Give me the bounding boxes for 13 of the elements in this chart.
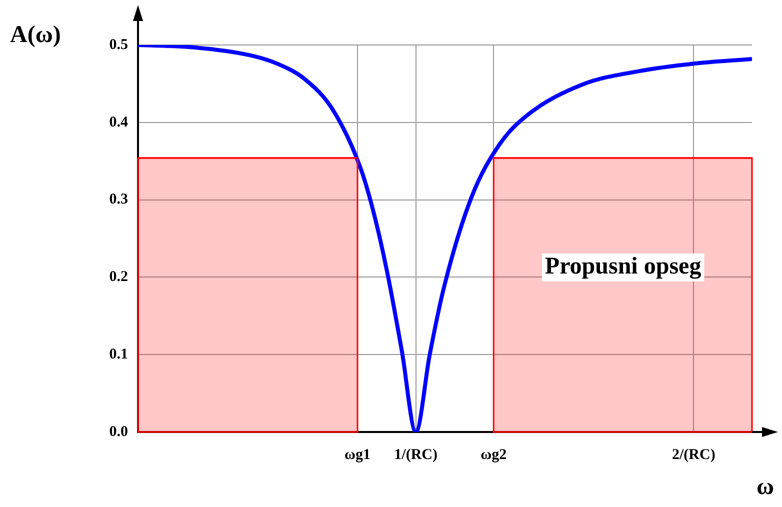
x-tick-label: ωg2	[480, 446, 507, 463]
annotation: Propusni opseg	[544, 254, 702, 280]
y-tick-label: 0.4	[109, 114, 128, 130]
x-axis-title: ω	[756, 474, 774, 501]
y-tick-label: 0.1	[109, 346, 128, 362]
y-tick-label: 0.2	[109, 269, 128, 286]
y-axis-title: A(ω)	[10, 22, 61, 49]
y-tick-label: 0.0	[109, 424, 128, 440]
y-tick-label: 0.5	[109, 36, 128, 53]
x-tick-label: 2/(RC)	[672, 446, 716, 463]
y-tick-label: 0.3	[109, 192, 128, 208]
x-tick-label: ωg1	[344, 446, 370, 463]
x-tick-label: 1/(RC)	[394, 446, 438, 463]
